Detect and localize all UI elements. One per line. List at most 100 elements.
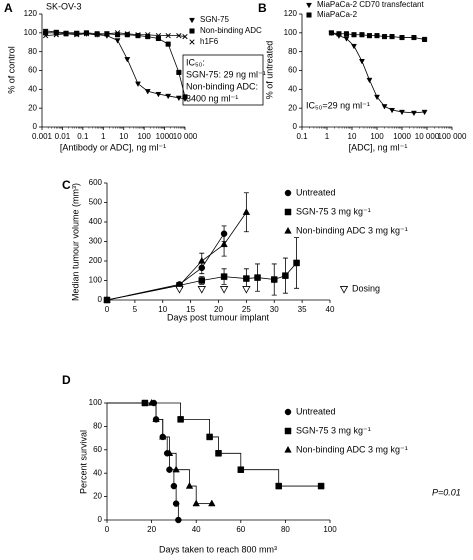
data-point — [135, 32, 141, 38]
data-point — [220, 240, 228, 248]
y-tick-label: 100 — [89, 398, 103, 407]
y-tick-label: 120 — [284, 9, 298, 18]
y-tick-label: 300 — [89, 237, 103, 246]
y-axis-label: Percent survival — [78, 430, 88, 494]
data-point — [275, 482, 282, 490]
data-point — [176, 33, 182, 39]
data-point — [94, 32, 100, 38]
legend-marker — [284, 445, 292, 453]
data-point — [293, 259, 300, 267]
annotation: IC₅₀=29 ng ml⁻¹ — [306, 100, 370, 110]
y-tick-label: 60 — [93, 445, 102, 454]
y-axis-label: % of control — [6, 46, 16, 94]
data-point — [159, 432, 167, 440]
data-point — [351, 43, 357, 50]
x-tick-label: 0.1 — [77, 132, 89, 141]
data-point — [175, 516, 182, 524]
legend-label: SGN-75 — [200, 15, 229, 24]
chart-title: SK-OV-3 — [46, 1, 82, 11]
legend-marker — [339, 286, 349, 294]
data-point — [254, 274, 261, 281]
data-point — [351, 32, 357, 38]
data-point — [237, 466, 245, 473]
data-point — [135, 81, 141, 87]
data-point — [328, 30, 334, 36]
x-tick-label: 10 — [158, 305, 167, 314]
y-tick-label: 0 — [33, 122, 38, 131]
panel-label: B — [258, 1, 267, 15]
data-point — [185, 481, 194, 489]
data-point — [147, 398, 156, 406]
series-line — [45, 30, 186, 100]
data-point — [317, 482, 325, 490]
legend-marker — [306, 12, 312, 18]
y-tick-label: 200 — [89, 256, 103, 265]
x-tick-label: 15 — [186, 305, 195, 314]
x-axis-label: [ADC], ng ml⁻¹ — [349, 142, 408, 152]
data-point — [165, 93, 172, 100]
x-tick-label: 0.01 — [55, 132, 71, 141]
x-tick-label: 25 — [242, 305, 251, 314]
annotation: Non-binding ADC: — [186, 81, 258, 91]
data-point — [410, 110, 417, 117]
x-tick-label: 10 000 — [173, 132, 198, 141]
y-tick-label: 600 — [89, 178, 103, 187]
x-tick-label: 1000 — [156, 132, 174, 141]
y-tick-label: 0 — [293, 122, 298, 131]
legend-label: Non-binding ADC 3 mg kg⁻¹ — [296, 444, 408, 454]
data-point — [170, 482, 178, 490]
x-tick-label: 5 — [133, 305, 138, 314]
x-tick-label: 0.001 — [32, 132, 53, 141]
data-point — [63, 31, 69, 37]
data-point — [242, 208, 251, 215]
data-point — [389, 107, 396, 114]
x-tick-label: 100 — [323, 525, 337, 534]
data-point — [42, 33, 49, 39]
y-tick-label: 20 — [28, 103, 37, 112]
data-point — [166, 466, 173, 473]
x-tick-label: 1000 — [393, 132, 411, 141]
x-tick-label: 20 — [214, 305, 223, 314]
data-point — [343, 36, 350, 42]
dosing-marker — [175, 286, 184, 294]
data-point — [198, 277, 206, 284]
legend-marker — [284, 208, 292, 216]
data-point — [165, 33, 171, 39]
y-tick-label: 400 — [89, 217, 103, 226]
y-tick-label: 500 — [89, 198, 103, 207]
data-point — [103, 295, 111, 303]
data-point — [282, 272, 289, 279]
data-point — [381, 104, 388, 110]
data-point — [358, 58, 365, 65]
annotation-box — [182, 54, 264, 106]
x-tick-label: 60 — [236, 525, 245, 534]
data-point — [243, 275, 250, 282]
x-tick-label: 20 — [147, 525, 156, 534]
data-point — [104, 31, 110, 37]
y-tick-label: 80 — [93, 422, 102, 431]
legend-marker — [284, 226, 292, 234]
x-tick-label: 100 000 — [438, 132, 467, 141]
data-point — [165, 41, 171, 47]
data-point — [411, 34, 417, 41]
y-tick-label: 60 — [288, 66, 297, 75]
y-tick-label: 0 — [98, 295, 103, 304]
annotation: P=0.01 — [432, 487, 461, 497]
annotation: IC₅₀: — [186, 57, 205, 67]
x-tick-label: 10 — [119, 132, 128, 141]
data-point — [206, 433, 213, 441]
legend-marker — [306, 2, 312, 9]
data-point — [215, 450, 222, 457]
data-point — [192, 499, 200, 507]
y-tick-label: 40 — [93, 468, 102, 477]
data-point — [422, 36, 428, 42]
legend-marker — [189, 39, 195, 45]
data-point — [176, 69, 182, 75]
step-line — [180, 418, 210, 437]
panel-label: C — [62, 178, 71, 192]
data-point — [145, 32, 151, 38]
y-tick-label: 40 — [288, 84, 297, 93]
legend-label: MiaPaCa-2 — [317, 10, 358, 19]
y-tick-label: 20 — [93, 492, 102, 501]
